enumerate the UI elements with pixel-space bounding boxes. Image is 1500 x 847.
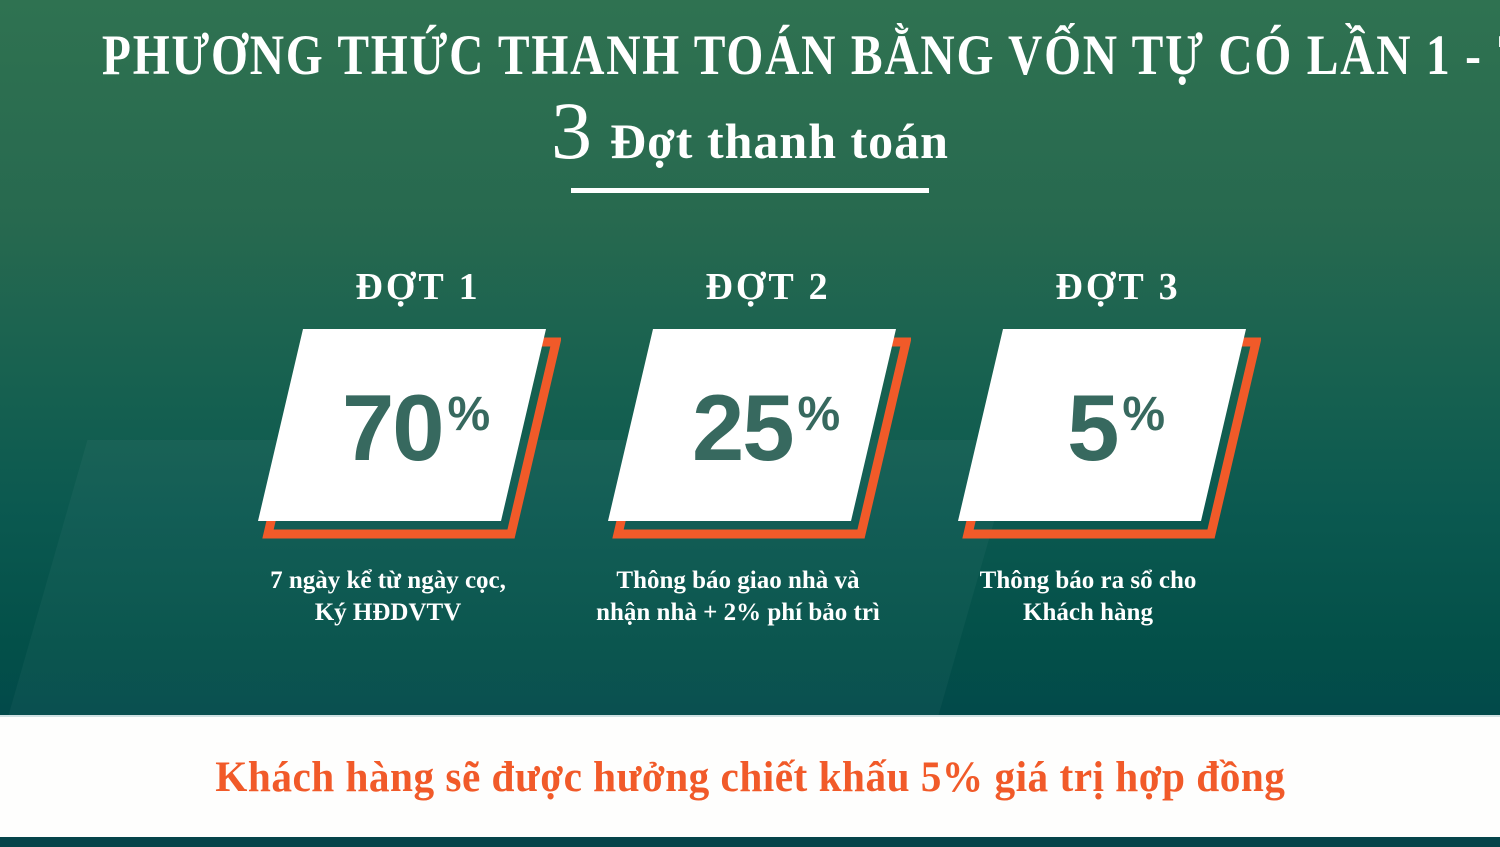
percent-symbol: %: [797, 388, 841, 442]
stage-3-description: Thông báo ra sổ cho Khách hàng: [980, 565, 1197, 630]
stage-1-label: ĐỢT 1: [355, 266, 481, 308]
description-line: 7 ngày kể từ ngày cọc,: [270, 566, 506, 594]
stage-1-card: 70%: [239, 323, 561, 563]
percent-value: 25: [691, 375, 795, 481]
footer-banner: Khách hàng sẽ được hưởng chiết khấu 5% g…: [0, 715, 1500, 837]
card-face: [958, 328, 1246, 521]
stage-3-label: ĐỢT 3: [1055, 266, 1181, 308]
payment-stages: ĐỢT 1 70% 7 ngày kể từ ngày cọc, Ký HĐDV…: [0, 265, 1500, 630]
parallelogram-card-shape: [608, 328, 911, 539]
description-line: nhận nhà + 2% phí bảo trì: [596, 599, 880, 627]
header: PHƯƠNG THỨC THANH TOÁN BẰNG VỐN TỰ CÓ LẦ…: [0, 0, 1500, 87]
stage-2-label: ĐỢT 2: [705, 266, 831, 308]
percent-symbol: %: [1122, 388, 1166, 442]
page-title: PHƯƠNG THỨC THANH TOÁN BẰNG VỐN TỰ CÓ LẦ…: [101, 23, 1500, 87]
stage-2-percent: 25%: [692, 374, 840, 482]
stage-2-card: 25%: [589, 323, 911, 563]
bottom-strip: [0, 837, 1500, 847]
stage-3-percent: 5%: [1067, 374, 1165, 482]
subtitle-underline: [571, 188, 929, 193]
percent-value: 70: [341, 375, 445, 481]
description-line: Thông báo ra sổ cho: [979, 566, 1197, 594]
description-line: Thông báo giao nhà và: [616, 566, 860, 594]
stage-1-percent: 70%: [342, 374, 490, 482]
subtitle-label: Đợt thanh toán: [610, 113, 949, 169]
stage-2-description: Thông báo giao nhà và nhận nhà + 2% phí …: [596, 565, 880, 630]
payment-count: 3: [551, 85, 592, 176]
discount-note: Khách hàng sẽ được hưởng chiết khấu 5% g…: [214, 753, 1286, 801]
parallelogram-card-shape: [258, 328, 561, 539]
subtitle: 3 Đợt thanh toán: [0, 90, 1500, 193]
percent-value: 5: [1067, 375, 1119, 481]
stage-3-card: 5%: [939, 323, 1261, 563]
stage-column-3: ĐỢT 3 5% Thông báo ra sổ cho Khách hàng: [939, 265, 1261, 630]
stage-column-2: ĐỢT 2 25% Thông báo giao nhà và nhận nhà…: [589, 265, 911, 630]
description-line: Ký HĐDVTV: [314, 599, 462, 627]
card-face: [608, 328, 896, 521]
percent-symbol: %: [447, 388, 491, 442]
stage-column-1: ĐỢT 1 70% 7 ngày kể từ ngày cọc, Ký HĐDV…: [239, 265, 561, 630]
description-line: Khách hàng: [1023, 599, 1153, 627]
card-face: [258, 328, 546, 521]
parallelogram-card-shape: [958, 328, 1261, 539]
stage-1-description: 7 ngày kể từ ngày cọc, Ký HĐDVTV: [270, 565, 506, 630]
